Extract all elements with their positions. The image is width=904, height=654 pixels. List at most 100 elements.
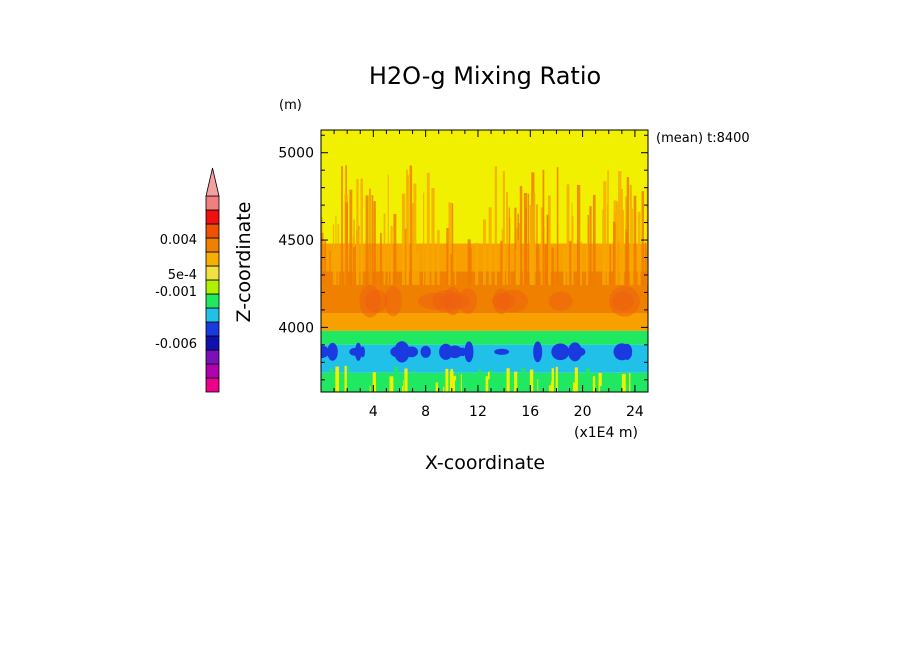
- heatmap-streak: [365, 195, 369, 285]
- heatmap-core: [611, 291, 634, 311]
- heatmap-streak: [525, 208, 528, 285]
- x-tick-label: 12: [469, 404, 487, 420]
- heatmap-streak: [401, 193, 406, 285]
- heatmap-spike: [621, 373, 626, 392]
- heatmap-spike: [335, 366, 340, 392]
- heatmap-spike: [372, 380, 377, 392]
- heatmap-streak: [329, 250, 331, 285]
- heatmap-streak: [502, 171, 505, 285]
- heatmap-core: [548, 291, 573, 311]
- heatmap-patch: [464, 341, 474, 363]
- heatmap-streak: [334, 251, 337, 285]
- y-tick-label: 4000: [278, 320, 314, 336]
- heatmap-spike: [435, 382, 439, 392]
- colorbar-cell: [205, 195, 220, 211]
- heatmap-streak: [393, 214, 397, 285]
- heatmap-streak: [354, 245, 356, 285]
- heatmap-core: [384, 286, 402, 317]
- y-tick-label: 5000: [278, 146, 314, 162]
- heatmap-spike: [418, 377, 421, 392]
- heatmap-spike: [521, 367, 524, 392]
- heatmap-streak: [530, 205, 534, 285]
- heatmap-spike: [449, 371, 454, 392]
- heatmap-spike: [631, 384, 635, 392]
- x-axis-label: X-coordinate: [425, 452, 545, 474]
- heatmap-layer: [321, 330, 648, 345]
- heatmap-streak: [629, 184, 632, 285]
- heatmap-patch: [321, 345, 330, 359]
- heatmap-patch: [622, 343, 633, 360]
- heatmap-streak: [637, 211, 641, 285]
- heatmap-streak: [568, 240, 572, 285]
- heatmap-spike: [529, 369, 534, 392]
- colorbar-extend-arrow: [205, 167, 220, 197]
- colorbar-cell: [205, 335, 220, 351]
- heatmap-streak: [454, 251, 457, 285]
- heatmap-spike: [419, 384, 423, 392]
- heatmap-spike: [585, 368, 590, 392]
- colorbar: 0.004 5e-4 -0.001 -0.006: [155, 167, 220, 393]
- heatmap-patch: [568, 346, 586, 357]
- heatmap-streak: [542, 169, 545, 285]
- x-tick-label: 20: [574, 404, 592, 420]
- heatmap-streak: [450, 254, 453, 285]
- heatmap-streak: [494, 166, 498, 285]
- heatmap-streak: [437, 230, 440, 285]
- heatmap-streak: [409, 165, 413, 285]
- heatmap-streak: [609, 244, 611, 285]
- heatmap-streak: [536, 204, 538, 285]
- x-tick-label: 8: [421, 404, 430, 420]
- heatmap-spike: [514, 371, 518, 392]
- heatmap-streak: [607, 170, 609, 285]
- heatmap-spike: [478, 369, 482, 392]
- heatmap-patch: [327, 342, 338, 361]
- colorbar-cell: [205, 349, 220, 365]
- heatmap-streak: [546, 214, 550, 285]
- heatmap-spike: [455, 380, 457, 392]
- heatmap-streak: [425, 243, 427, 285]
- heatmap-spike: [382, 371, 385, 392]
- heatmap-spike: [439, 376, 443, 392]
- heatmap-streak: [413, 183, 417, 285]
- heatmap-spike: [348, 365, 350, 392]
- heatmap-streak: [426, 172, 430, 285]
- heatmap-core: [364, 289, 388, 313]
- heatmap-streak: [356, 179, 359, 285]
- heatmap-streak: [602, 209, 604, 285]
- heatmap-patch: [349, 347, 362, 356]
- heatmap-spike: [598, 373, 602, 392]
- x-tick-label: 4: [369, 404, 378, 420]
- heatmap-spike: [460, 374, 462, 392]
- heatmap-streak: [532, 193, 536, 285]
- x-unit-label: (x1E4 m): [574, 425, 638, 441]
- colorbar-cell: [205, 265, 220, 281]
- heatmap-spike: [538, 376, 540, 392]
- heatmap-streak: [335, 215, 337, 285]
- heatmap-streak: [446, 228, 450, 285]
- heatmap-streak: [475, 242, 479, 285]
- heatmap-streak: [589, 206, 592, 285]
- heatmap-core: [458, 288, 477, 315]
- heatmap-streak: [585, 243, 589, 285]
- heatmap-spike: [445, 368, 449, 392]
- heatmap-streak: [508, 207, 510, 285]
- heatmap-spike: [524, 368, 527, 392]
- heatmap-streak: [349, 189, 353, 285]
- heatmap-streak: [517, 240, 520, 285]
- heatmap-streak: [644, 242, 647, 285]
- heatmap-spike: [544, 378, 546, 392]
- heatmap-spike: [421, 379, 425, 392]
- heatmap-streak: [373, 201, 376, 285]
- heatmap-streak: [551, 247, 554, 285]
- heatmap-streak: [321, 232, 324, 285]
- heatmap-streak: [353, 247, 356, 285]
- heatmap-streak: [483, 219, 486, 285]
- heatmap-core: [432, 289, 459, 313]
- heatmap-streak: [467, 239, 471, 285]
- heatmap-streak: [620, 188, 623, 285]
- plot-frame: [320, 129, 649, 393]
- heatmap-spike: [488, 379, 492, 392]
- heatmap-spike: [344, 365, 347, 392]
- colorbar-cell: [205, 363, 220, 379]
